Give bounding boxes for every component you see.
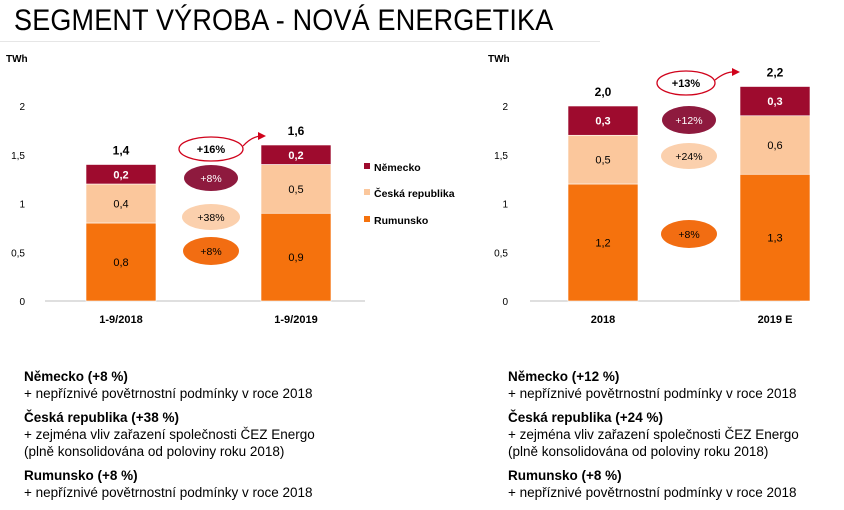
note-line: (plně konsolidována od poloviny roku 201… [508,444,769,459]
note-heading: Rumunsko (+8 %) [24,468,138,483]
notes-right: Německo (+12 %) + nepříznivé povětrnostní… [508,368,799,508]
legend-swatch-germany [364,163,370,169]
legend-swatch-romania [364,216,370,222]
y-unit-label: TWh [6,54,28,65]
bar-segment-germany [567,105,639,136]
note-line: + zejména vliv zařazení společnosti ČEZ … [24,427,315,442]
bar-segment-germany [85,164,157,185]
data-label-czech: 0,4 [113,199,128,211]
legend-label: Německo [374,162,421,174]
growth-badge-germany [184,165,238,191]
bar-total-label: 1,4 [113,144,130,158]
bar-segment-romania [739,173,811,302]
x-category-label: 2018 [591,314,615,326]
bar-segment-czech [739,115,811,175]
bar-segment-czech [260,164,332,214]
growth-badge-czech [182,204,240,230]
bar-total-label: 2,2 [767,66,784,80]
bar-segment-germany [739,86,811,117]
note-line: + zejména vliv zařazení společnosti ČEZ … [508,427,799,442]
growth-oval [656,70,716,96]
growth-badge-czech [661,143,717,169]
growth-badge-romania [661,220,717,248]
note-heading: Německo (+8 %) [24,369,128,384]
legend-label: Česká republika [374,187,455,200]
y-unit-label: TWh [488,54,510,65]
note-line: (plně konsolidována od poloviny roku 201… [24,444,285,459]
bar-segment-romania [567,183,639,302]
growth-badge-label-germany: +12% [675,115,702,127]
y-tick-label: 0 [502,297,508,308]
legend-label: Rumunsko [374,215,428,227]
note-block: Česká republika (+38 %) + zejména vliv za… [24,409,315,460]
note-line: + nepříznivé povětrnostní podmínky v roc… [24,485,313,500]
x-category-label: 2019 E [758,314,793,326]
notes-left: Německo (+8 %) + nepříznivé povětrnostní … [24,368,315,508]
growth-badge-germany [662,106,716,134]
y-tick-label: 1,5 [11,151,25,162]
data-label-romania: 1,3 [767,233,782,245]
growth-badge-label-czech: +38% [197,212,224,224]
data-label-germany: 0,3 [767,96,782,108]
note-line: + nepříznivé povětrnostní podmínky v roc… [508,485,797,500]
x-category-label: 1-9/2019 [274,314,317,326]
page-title: SEGMENT VÝROBA - NOVÁ ENERGETIKA [14,4,554,37]
growth-oval [178,136,244,162]
y-tick-label: 1 [502,200,508,211]
chart-right: TWh 0 0,5 1 1,5 2 1,2 0,5 0,3 2,0 2018 1,3 0,6 0,3 2,2… [488,54,811,326]
note-block: Německo (+8 %) + nepříznivé povětrnostní … [24,368,315,402]
note-block: Česká republika (+24 %) + zejména vliv za… [508,409,799,460]
growth-arrow-head [258,132,266,140]
growth-badge-romania [183,237,239,265]
bar-segment-romania [260,212,332,302]
bar-segment-germany [260,144,332,165]
data-label-czech: 0,6 [767,140,782,152]
data-label-germany: 0,2 [113,169,128,181]
data-label-czech: 0,5 [595,155,610,167]
growth-badge-label-romania: +8% [200,246,221,258]
data-label-germany: 0,3 [595,116,610,128]
growth-badge-label-romania: +8% [678,229,699,241]
bar-segment-czech [85,183,157,224]
note-heading: Česká republika (+38 %) [24,410,179,425]
growth-total-label: +16% [197,144,226,156]
y-tick-label: 2 [502,102,508,113]
y-tick-label: 0,5 [11,248,25,259]
note-block: Rumunsko (+8 %) + nepříznivé povětrnostní… [508,467,799,501]
y-tick-label: 0,5 [494,248,508,259]
y-tick-label: 1 [19,200,25,211]
growth-arrow-head [732,68,740,76]
y-tick-label: 1,5 [494,151,508,162]
bar-segment-czech [567,134,639,185]
note-heading: Česká republika (+24 %) [508,410,663,425]
title-rule [0,41,600,42]
chart-left: TWh 0 0,5 1 1,5 2 0,8 0,4 0,2 1,4 1-9/2018 0,9 0,5 0,… [6,54,455,326]
data-label-romania: 0,9 [288,252,303,264]
data-label-czech: 0,5 [288,184,303,196]
legend-swatch-czech [364,189,370,195]
note-heading: Německo (+12 %) [508,369,620,384]
growth-badge-label-germany: +8% [200,173,221,185]
y-tick-label: 2 [19,102,25,113]
bar-total-label: 1,6 [288,124,305,138]
note-heading: Rumunsko (+8 %) [508,468,622,483]
note-line: + nepříznivé povětrnostní podmínky v roc… [24,386,313,401]
growth-badge-label-czech: +24% [675,151,702,163]
data-label-romania: 0,8 [113,257,128,269]
data-label-germany: 0,2 [288,150,303,162]
data-label-romania: 1,2 [595,238,610,250]
growth-total-label: +13% [672,78,701,90]
y-tick-label: 0 [19,297,25,308]
note-line: + nepříznivé povětrnostní podmínky v roc… [508,386,797,401]
note-block: Rumunsko (+8 %) + nepříznivé povětrnostní… [24,467,315,501]
bar-total-label: 2,0 [595,85,612,99]
note-block: Německo (+12 %) + nepříznivé povětrnostní… [508,368,799,402]
x-category-label: 1-9/2018 [99,314,142,326]
